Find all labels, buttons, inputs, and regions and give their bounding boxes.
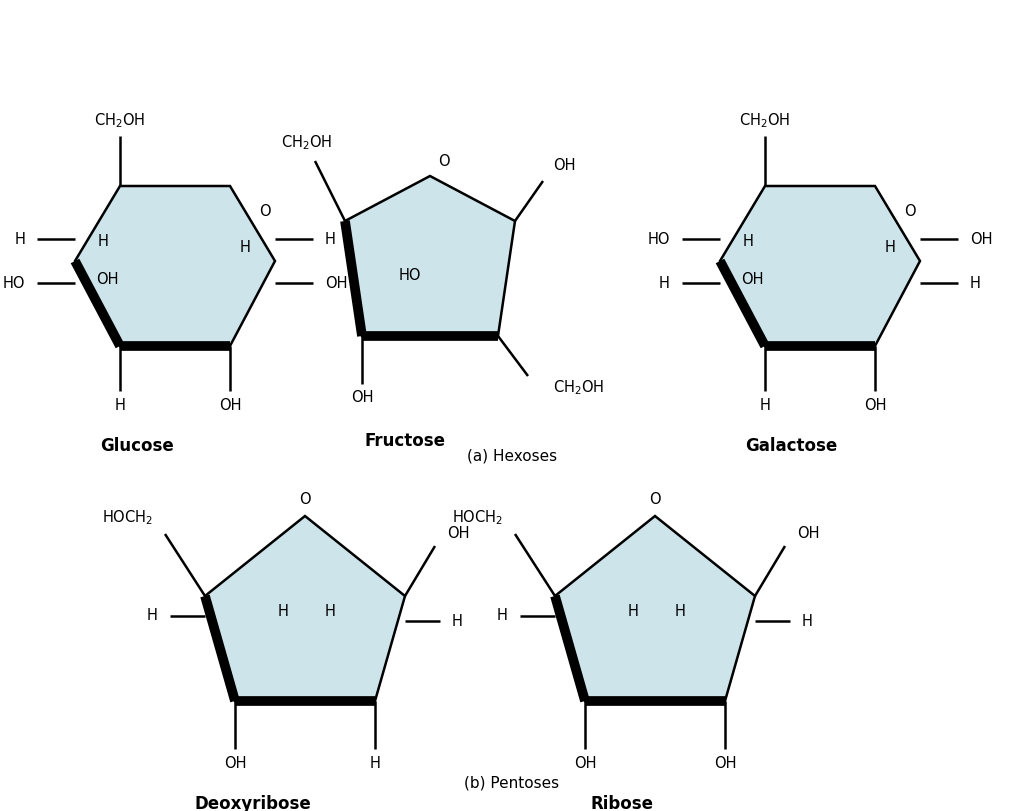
Text: O: O [299,492,311,508]
Text: O: O [649,492,660,508]
Text: HO: HO [647,231,670,247]
Text: H: H [659,276,670,290]
Text: OH: OH [553,158,575,174]
Text: H: H [14,231,25,247]
Text: H: H [675,603,685,619]
Text: Deoxyribose: Deoxyribose [195,795,311,811]
Text: O: O [904,204,915,219]
Text: H: H [278,603,289,619]
Text: H: H [325,603,336,619]
Text: CH$_2$OH: CH$_2$OH [553,379,604,397]
Text: OH: OH [970,231,992,247]
Text: CH$_2$OH: CH$_2$OH [94,112,145,131]
Text: HOCH$_2$: HOCH$_2$ [452,508,503,527]
Text: H: H [760,398,770,414]
Text: H: H [885,239,895,255]
Text: Ribose: Ribose [590,795,653,811]
Text: OH: OH [740,272,763,286]
Text: HOCH$_2$: HOCH$_2$ [101,508,153,527]
Text: OH: OH [714,757,736,771]
Polygon shape [345,176,515,336]
Text: H: H [970,276,981,290]
Text: OH: OH [325,276,347,290]
Text: H: H [115,398,125,414]
Text: OH: OH [219,398,242,414]
Text: CH$_2$OH: CH$_2$OH [739,112,791,131]
Polygon shape [205,516,406,701]
Text: Glucose: Glucose [100,437,174,455]
Text: OH: OH [573,757,596,771]
Text: OH: OH [864,398,886,414]
Text: H: H [497,608,508,624]
Text: H: H [97,234,109,248]
Text: O: O [259,204,270,219]
Text: H: H [802,613,813,629]
Polygon shape [555,516,755,701]
Text: HO: HO [398,268,421,284]
Text: H: H [628,603,638,619]
Text: OH: OH [447,526,469,542]
Text: Galactose: Galactose [745,437,838,455]
Text: HO: HO [2,276,25,290]
Text: OH: OH [797,526,819,542]
Text: H: H [742,234,754,248]
Text: H: H [452,613,463,629]
Text: OH: OH [96,272,118,286]
Text: CH$_2$OH: CH$_2$OH [282,134,333,152]
Polygon shape [720,186,920,346]
Text: O: O [438,153,450,169]
Text: H: H [325,231,336,247]
Polygon shape [75,186,275,346]
Text: H: H [240,239,251,255]
Text: Fructose: Fructose [365,432,446,450]
Text: (b) Pentoses: (b) Pentoses [465,775,559,791]
Text: H: H [370,757,381,771]
Text: OH: OH [351,391,374,406]
Text: H: H [147,608,158,624]
Text: (a) Hexoses: (a) Hexoses [467,448,557,464]
Text: OH: OH [224,757,246,771]
